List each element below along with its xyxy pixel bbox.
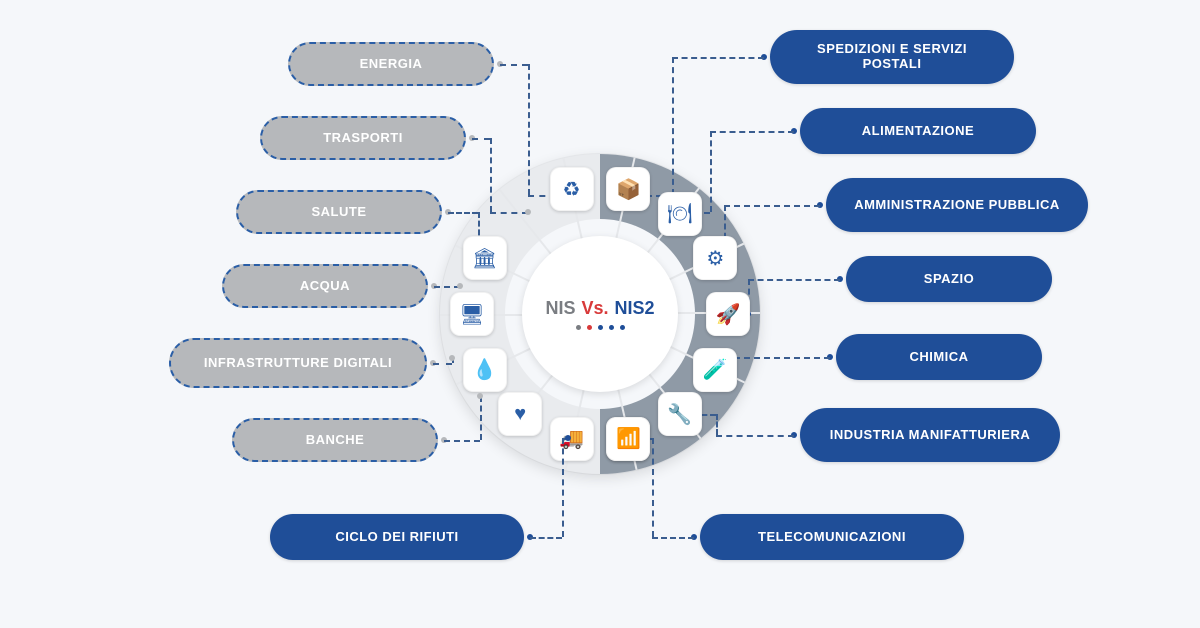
rocket-icon: 🚀 (706, 292, 750, 336)
sector-pill: ENERGIA (288, 42, 494, 86)
center-disc: NIS Vs. NIS2 (522, 236, 678, 392)
sector-pill: TELECOMUNICAZIONI (700, 514, 964, 560)
truck-icon: 🚚 (550, 417, 594, 461)
sector-pill: SALUTE (236, 190, 442, 234)
sector-pill: SPEDIZIONI E SERVIZI POSTALI (770, 30, 1014, 84)
package-icon: 📦 (606, 167, 650, 211)
factory-icon: 🔧 (658, 392, 702, 436)
org-icon: ⚙ (693, 236, 737, 280)
sector-pill: BANCHE (232, 418, 438, 462)
signal-icon: 📶 (606, 417, 650, 461)
sector-pill: AMMINISTRAZIONE PUBBLICA (826, 178, 1088, 232)
center-vs: Vs. (581, 298, 608, 318)
center-title: NIS Vs. NIS2 (545, 298, 654, 319)
diagram-canvas: NISVs.NIS2ENERGIA⚡TRASPORTI🚚SALUTE♥ACQUA… (0, 0, 1200, 628)
sector-pill: ALIMENTAZIONE (800, 108, 1036, 154)
heartbeat-icon: ♥ (498, 392, 542, 436)
sector-pill: SPAZIO (846, 256, 1052, 302)
sector-pill: TRASPORTI (260, 116, 466, 160)
sector-pill: CICLO DEI RIFIUTI (270, 514, 524, 560)
sector-pill: CHIMICA (836, 334, 1042, 380)
center-dots (576, 325, 625, 330)
sector-pill: INDUSTRIA MANIFATTURIERA (800, 408, 1060, 462)
recycle-icon: ♻ (550, 167, 594, 211)
center-nis2: NIS2 (615, 298, 655, 318)
center-nis: NIS (545, 298, 575, 318)
sector-pill: INFRASTRUTTURE DIGITALI (169, 338, 427, 388)
sector-pill: ACQUA (222, 264, 428, 308)
droplet-icon: 💧 (463, 348, 507, 392)
food-icon: 🍽 (658, 192, 702, 236)
testtube-icon: 🧪 (693, 348, 737, 392)
bank-icon: 🏛 (463, 236, 507, 280)
devices-icon: 🖥 (450, 292, 494, 336)
